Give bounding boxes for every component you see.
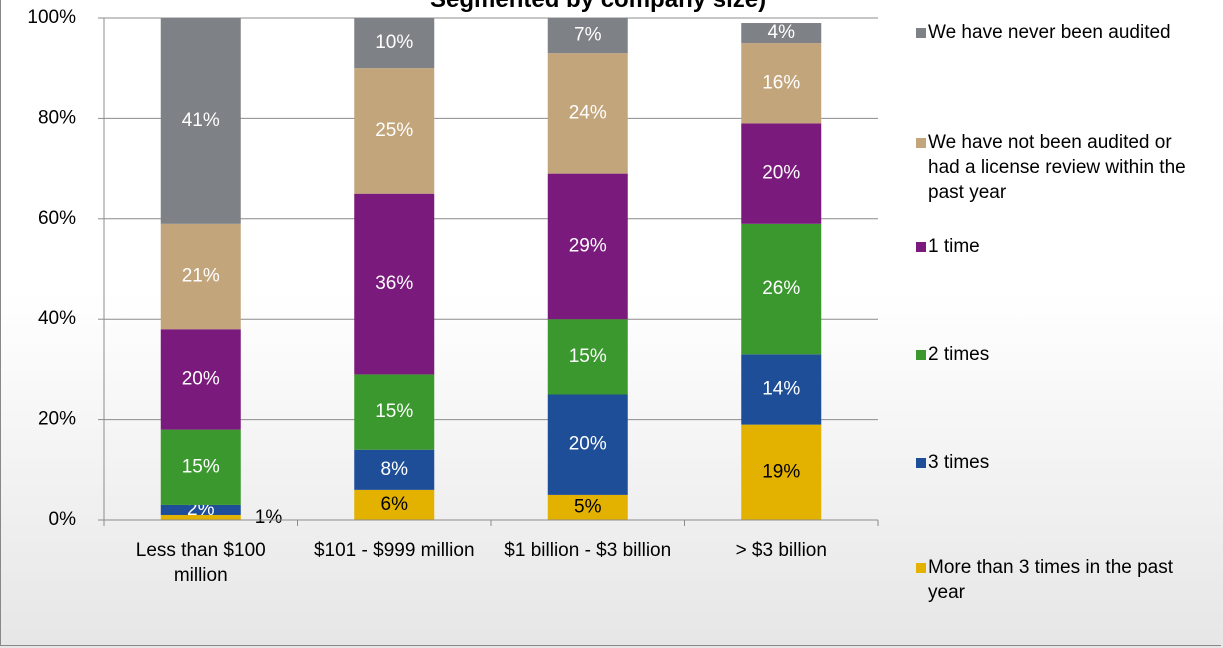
data-label: 16% [762, 72, 800, 93]
data-label: 10% [375, 32, 413, 53]
bar-segment [354, 374, 435, 450]
y-tick-label: 80% [38, 107, 76, 128]
data-label: 6% [381, 494, 409, 515]
legend-swatch [916, 563, 926, 573]
bar-segment [741, 354, 822, 425]
data-label: 15% [569, 346, 607, 367]
y-tick-label: 60% [38, 208, 76, 229]
bar-segment [160, 504, 241, 515]
x-tick-label: > $3 billion [735, 540, 827, 561]
legend-swatch [916, 138, 926, 148]
data-label: 26% [762, 278, 800, 299]
x-tick-label: $1 billion - $3 billion [504, 540, 672, 561]
bar-segment [741, 424, 822, 520]
bar-segment [160, 223, 241, 330]
y-tick-label: 100% [27, 7, 76, 28]
bar-segment [354, 489, 435, 520]
bar-segment [354, 193, 435, 375]
data-label: 20% [762, 163, 800, 184]
data-label: 20% [182, 368, 220, 389]
bar-segment [160, 329, 241, 430]
bar-segment [354, 68, 435, 194]
legend-label: 2 times [928, 344, 990, 365]
data-label: 15% [375, 401, 413, 422]
bar-segment [354, 449, 435, 490]
bar-segment [741, 43, 822, 124]
data-label: 24% [569, 102, 607, 123]
legend-label: We have not been audited or had a licens… [928, 132, 1186, 203]
data-label: 41% [182, 110, 220, 131]
legend-label: We have never been audited [928, 22, 1171, 43]
bar-segment [160, 18, 241, 224]
data-label: 4% [768, 22, 796, 43]
chart-title: Segmented by company size) [430, 0, 766, 14]
y-tick-label: 40% [38, 308, 76, 329]
data-label: 15% [182, 456, 220, 477]
bar-segment [354, 18, 435, 69]
legend-swatch [916, 350, 926, 360]
bar-segment [741, 23, 822, 44]
bar-segment [547, 394, 628, 495]
legend-label: More than 3 times in the past year [928, 557, 1174, 603]
bar-segment [547, 319, 628, 395]
data-label: 21% [182, 266, 220, 287]
x-tick-label: $101 - $999 million [313, 540, 475, 561]
y-tick-label: 20% [38, 409, 76, 430]
data-label: 14% [762, 378, 800, 399]
legend-swatch [916, 28, 926, 38]
data-label: 25% [375, 120, 413, 141]
data-label: 20% [569, 434, 607, 455]
x-tick-label: Less than $100 million [135, 540, 266, 586]
bar-segment [160, 429, 241, 505]
data-label: 29% [569, 235, 607, 256]
legend-label: 1 time [928, 236, 980, 257]
bar-segment [547, 53, 628, 174]
bar-segment [160, 514, 241, 520]
data-label: 19% [762, 461, 800, 482]
bar-segment [547, 494, 628, 520]
data-label: 5% [574, 496, 602, 517]
legend-swatch [916, 242, 926, 252]
data-label: 8% [381, 459, 409, 480]
data-label: 7% [574, 25, 602, 46]
legend-label: 3 times [928, 452, 990, 473]
bar-segment [547, 173, 628, 320]
bar-segment [741, 223, 822, 355]
bar-segment [547, 18, 628, 54]
bar-segment [741, 123, 822, 224]
y-tick-label: 0% [49, 509, 77, 530]
legend-swatch [916, 458, 926, 468]
data-label: 1% [255, 507, 283, 528]
data-label: 36% [375, 273, 413, 294]
